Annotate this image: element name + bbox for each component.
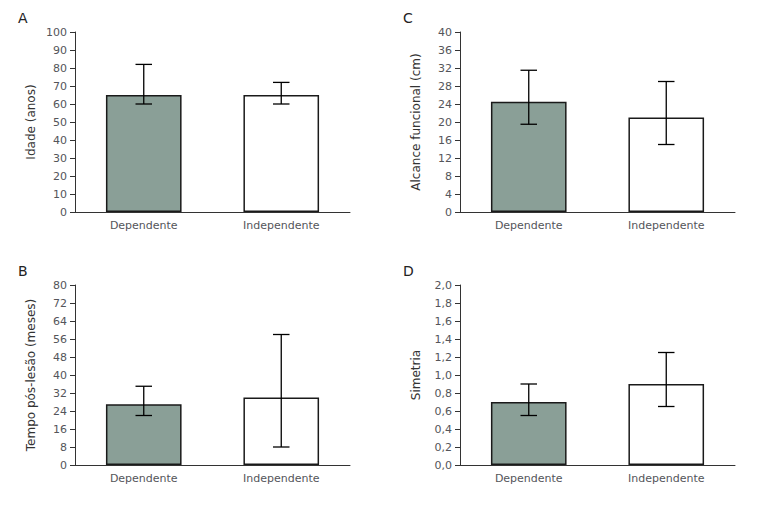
svg-text:8: 8 bbox=[60, 441, 67, 454]
svg-text:36: 36 bbox=[438, 44, 452, 57]
svg-text:Tempo pós-lesão (meses): Tempo pós-lesão (meses) bbox=[24, 299, 38, 452]
svg-text:Independente: Independente bbox=[628, 219, 705, 232]
svg-text:Dependente: Dependente bbox=[110, 472, 178, 485]
svg-text:Dependente: Dependente bbox=[495, 472, 563, 485]
svg-text:A: A bbox=[18, 10, 28, 26]
svg-text:0: 0 bbox=[60, 459, 67, 472]
svg-text:30: 30 bbox=[53, 152, 67, 165]
svg-text:Dependente: Dependente bbox=[495, 219, 563, 232]
svg-text:0,4: 0,4 bbox=[435, 423, 453, 436]
svg-text:20: 20 bbox=[438, 116, 452, 129]
svg-text:2,0: 2,0 bbox=[435, 279, 453, 292]
svg-text:80: 80 bbox=[53, 62, 67, 75]
svg-text:40: 40 bbox=[53, 369, 67, 382]
svg-text:32: 32 bbox=[438, 62, 452, 75]
svg-text:16: 16 bbox=[53, 423, 67, 436]
svg-text:0,2: 0,2 bbox=[435, 441, 453, 454]
svg-text:Idade (anos): Idade (anos) bbox=[24, 84, 38, 159]
svg-text:60: 60 bbox=[53, 98, 67, 111]
svg-text:70: 70 bbox=[53, 80, 67, 93]
svg-text:0,8: 0,8 bbox=[435, 387, 453, 400]
svg-text:C: C bbox=[403, 10, 413, 26]
svg-text:72: 72 bbox=[53, 297, 67, 310]
svg-text:64: 64 bbox=[53, 315, 67, 328]
svg-text:Simetria: Simetria bbox=[409, 350, 423, 400]
svg-text:0: 0 bbox=[445, 206, 452, 219]
svg-text:B: B bbox=[18, 263, 28, 279]
svg-text:28: 28 bbox=[438, 80, 452, 93]
svg-text:48: 48 bbox=[53, 351, 67, 364]
svg-text:80: 80 bbox=[53, 279, 67, 292]
svg-text:12: 12 bbox=[438, 152, 452, 165]
svg-text:8: 8 bbox=[445, 170, 452, 183]
svg-text:40: 40 bbox=[438, 26, 452, 39]
svg-text:24: 24 bbox=[53, 405, 67, 418]
svg-text:32: 32 bbox=[53, 387, 67, 400]
svg-text:0,0: 0,0 bbox=[435, 459, 453, 472]
svg-text:Independente: Independente bbox=[243, 219, 320, 232]
svg-text:0,6: 0,6 bbox=[435, 405, 453, 418]
svg-text:40: 40 bbox=[53, 134, 67, 147]
svg-text:1,6: 1,6 bbox=[435, 315, 453, 328]
svg-text:50: 50 bbox=[53, 116, 67, 129]
svg-text:56: 56 bbox=[53, 333, 67, 346]
svg-text:1,8: 1,8 bbox=[435, 297, 453, 310]
svg-text:4: 4 bbox=[445, 188, 452, 201]
svg-text:1,4: 1,4 bbox=[435, 333, 453, 346]
svg-text:16: 16 bbox=[438, 134, 452, 147]
svg-text:100: 100 bbox=[46, 26, 67, 39]
svg-text:Alcance funcional (cm): Alcance funcional (cm) bbox=[409, 53, 423, 190]
svg-text:10: 10 bbox=[53, 188, 67, 201]
svg-text:D: D bbox=[403, 263, 414, 279]
svg-text:20: 20 bbox=[53, 170, 67, 183]
svg-text:1,0: 1,0 bbox=[435, 369, 453, 382]
svg-text:1,2: 1,2 bbox=[435, 351, 453, 364]
svg-text:Independente: Independente bbox=[243, 472, 320, 485]
svg-text:0: 0 bbox=[60, 206, 67, 219]
svg-text:90: 90 bbox=[53, 44, 67, 57]
svg-text:Dependente: Dependente bbox=[110, 219, 178, 232]
svg-text:24: 24 bbox=[438, 98, 452, 111]
svg-text:Independente: Independente bbox=[628, 472, 705, 485]
